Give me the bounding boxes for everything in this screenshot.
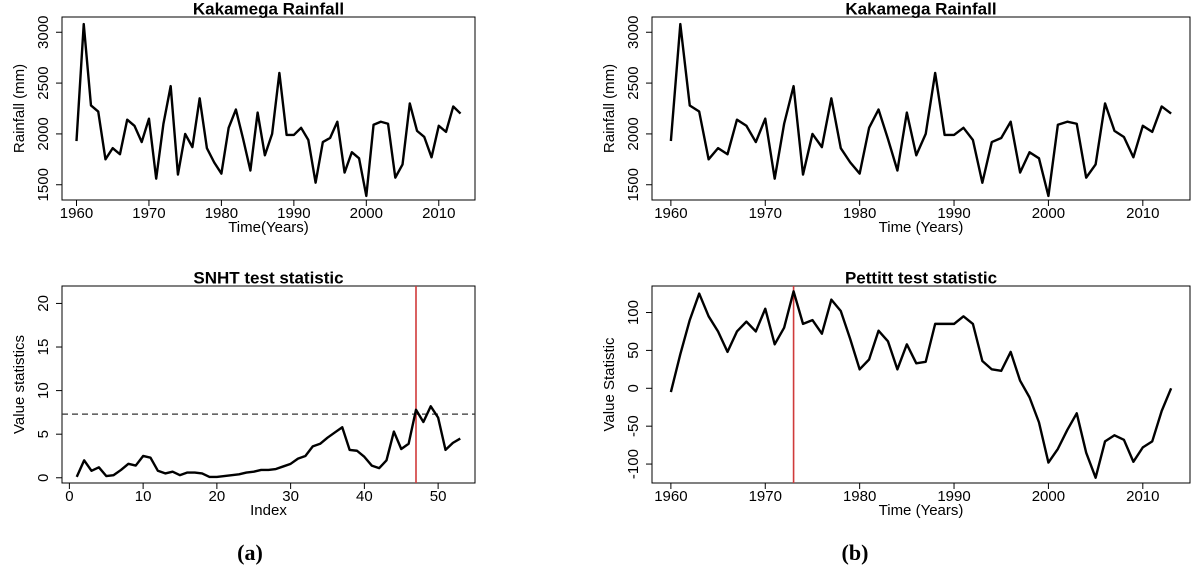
x-tick-label: 1960	[654, 488, 687, 505]
x-axis-label: Index	[250, 502, 287, 519]
x-tick-label: 1970	[749, 205, 782, 222]
x-tick-label: 20	[209, 488, 226, 505]
x-tick-label: 2010	[422, 205, 455, 222]
x-axis-label: Time(Years)	[228, 219, 309, 236]
x-tick-label: 30	[282, 488, 299, 505]
y-tick-label: 1500	[35, 168, 52, 201]
plot-frame	[61, 285, 476, 484]
data-line	[669, 290, 1173, 479]
y-tick-label: 2000	[625, 117, 642, 150]
plot-frame	[651, 16, 1191, 201]
y-tick-label: 3000	[625, 16, 642, 49]
chart-title: Kakamega Rainfall	[845, 0, 996, 18]
plot-frame	[651, 285, 1191, 484]
chart-title: Kakamega Rainfall	[193, 0, 344, 18]
y-tick-label: 3000	[35, 16, 52, 49]
data-line	[75, 405, 461, 479]
x-tick-label: 40	[356, 488, 373, 505]
y-tick-label: 15	[35, 339, 52, 356]
x-tick-label: 1980	[843, 205, 876, 222]
panel-label: (a)	[237, 540, 263, 565]
x-tick-label: 1970	[749, 488, 782, 505]
x-tick-label: 1980	[205, 205, 238, 222]
y-tick-label: 2500	[35, 66, 52, 99]
y-tick-label: -50	[625, 415, 642, 437]
y-tick-label: 2500	[625, 66, 642, 99]
y-axis-label: Value Statistic	[601, 337, 618, 431]
x-tick-label: 10	[135, 488, 152, 505]
x-tick-label: 2010	[1126, 488, 1159, 505]
y-tick-label: 0	[35, 474, 52, 482]
y-tick-label: 0	[625, 384, 642, 392]
y-axis-label: Rainfall (mm)	[601, 64, 618, 153]
x-tick-label: 2000	[1032, 488, 1065, 505]
x-tick-label: 1990	[937, 488, 970, 505]
x-tick-label: 2010	[1126, 205, 1159, 222]
y-tick-label: 50	[625, 342, 642, 359]
y-tick-label: -100	[625, 449, 642, 479]
x-tick-label: 1960	[60, 205, 93, 222]
chart-title: SNHT test statistic	[193, 268, 343, 287]
x-tick-label: 50	[430, 488, 447, 505]
x-tick-label: 0	[65, 488, 73, 505]
x-tick-label: 1980	[843, 488, 876, 505]
x-tick-label: 1990	[277, 205, 310, 222]
y-axis-label: Rainfall (mm)	[11, 64, 28, 153]
panel-label: (b)	[842, 540, 869, 565]
x-tick-label: 1960	[654, 205, 687, 222]
y-tick-label: 1500	[625, 168, 642, 201]
y-tick-label: 5	[35, 430, 52, 438]
x-tick-label: 1970	[132, 205, 165, 222]
data-line	[669, 22, 1172, 198]
x-tick-label: 1990	[937, 205, 970, 222]
y-axis-label: Value statistics	[11, 335, 28, 434]
y-tick-label: 2000	[35, 117, 52, 150]
x-axis-label: Time (Years)	[879, 502, 964, 519]
y-tick-label: 100	[625, 300, 642, 325]
y-tick-label: 20	[35, 295, 52, 312]
data-line	[75, 22, 462, 198]
x-tick-label: 2000	[350, 205, 383, 222]
x-tick-label: 2000	[1032, 205, 1065, 222]
y-tick-label: 10	[35, 382, 52, 399]
plot-frame	[61, 16, 476, 201]
x-axis-label: Time (Years)	[879, 219, 964, 236]
chart-title: Pettitt test statistic	[845, 268, 997, 287]
